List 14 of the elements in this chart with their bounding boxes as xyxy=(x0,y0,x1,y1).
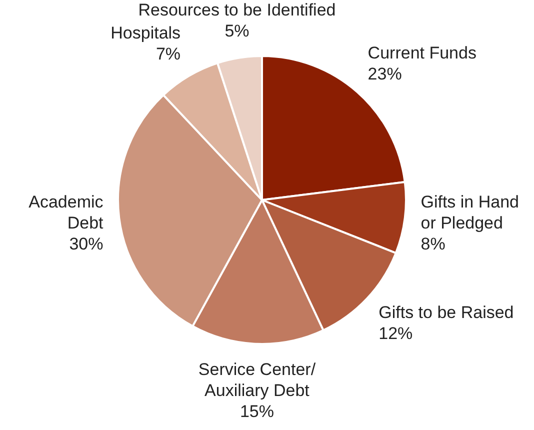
data-label: 12% xyxy=(378,324,413,344)
slice-label: Gifts to be Raised xyxy=(378,303,514,322)
slice-label: Gifts in Hand or Pledged xyxy=(420,192,520,233)
data-label: 8% xyxy=(420,234,446,254)
slice-label: Service Center/ Auxiliary Debt xyxy=(198,360,316,400)
data-label: 23% xyxy=(368,64,402,84)
slice-label: Resources to be Identified xyxy=(138,0,336,20)
slice-label: Current Funds xyxy=(368,43,476,62)
data-label: 30% xyxy=(69,234,104,254)
data-label: 15% xyxy=(240,402,274,422)
data-label: 7% xyxy=(156,44,181,64)
data-label: 5% xyxy=(224,21,250,40)
slice-label: Hospitals xyxy=(110,23,181,42)
slice-label: Academic Debt xyxy=(28,192,104,233)
